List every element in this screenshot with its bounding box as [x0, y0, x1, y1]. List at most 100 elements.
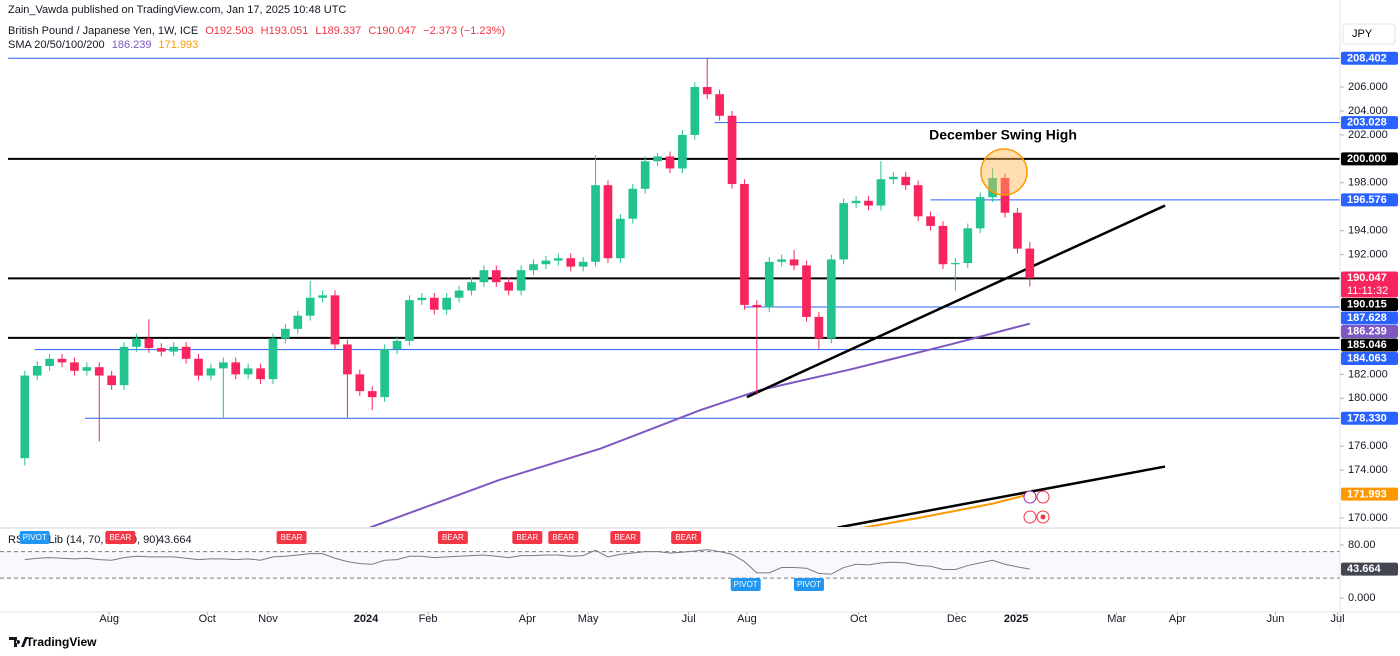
event-icon[interactable] [1023, 490, 1037, 504]
symbol-line: British Pound / Japanese Yen, 1W, ICE O1… [8, 25, 509, 37]
candle-body [231, 362, 241, 375]
candle-body [405, 300, 414, 341]
candle-body [429, 297, 439, 310]
y-tick-label: 194.000 [1348, 225, 1388, 237]
candle-body [45, 358, 54, 366]
price-tag-label: 208.402 [1347, 52, 1387, 64]
tv-logo [9, 637, 28, 647]
ohlc-close: C190.047 [368, 25, 417, 37]
y-tick-label: 192.000 [1348, 249, 1388, 261]
sma-value: 186.239 [111, 39, 152, 51]
event-icon[interactable] [1023, 510, 1037, 524]
candle-body [616, 218, 625, 259]
currency-label: JPY [1352, 28, 1373, 40]
candle-body [417, 297, 427, 301]
signal-marker-label: BEAR [109, 533, 131, 542]
candle-body [752, 304, 762, 308]
candle-body [82, 367, 92, 371]
price-tag [1341, 411, 1398, 425]
price-tag [1341, 352, 1398, 366]
candle-body [504, 282, 514, 291]
footer-brand: TradingView [26, 635, 97, 649]
price-tag [1341, 152, 1398, 166]
signal-marker-label: BEAR [675, 533, 697, 542]
rsi-tick-label: 0.000 [1348, 592, 1376, 604]
rsi-tick-label: 80.00 [1348, 539, 1376, 551]
candle-body [355, 374, 365, 392]
candle-body [653, 156, 662, 162]
signal-marker [19, 531, 50, 544]
line-series [24, 549, 1030, 575]
sma-value: 171.993 [158, 39, 199, 51]
candle-body [156, 348, 166, 352]
price-tag [1341, 271, 1398, 298]
x-tick-label: Aug [737, 613, 757, 625]
candle-body [715, 94, 724, 116]
candle-body [678, 134, 687, 169]
y-tick-label: 202.000 [1348, 129, 1388, 141]
indicator-line: SMA 20/50/100/200 186.239 171.993 [8, 39, 202, 51]
candle-body [988, 178, 997, 198]
candle-body [169, 346, 179, 352]
rsi-title-value: 43.664 [158, 534, 192, 546]
signal-marker-label: BEAR [552, 533, 574, 542]
candle-body [392, 340, 402, 350]
price-tag [1341, 311, 1398, 325]
x-tick-label: May [578, 613, 599, 625]
candle-body [591, 185, 600, 262]
ohlc-change: −2.373 (−1.23%) [423, 25, 506, 37]
x-tick-label: Oct [850, 613, 867, 625]
candle-body [975, 197, 985, 229]
x-tick-label: Mar [1107, 613, 1126, 625]
y-tick-label: 170.000 [1348, 512, 1388, 524]
candle-body [864, 200, 873, 206]
candle-body [951, 263, 960, 265]
candle-body [119, 346, 129, 386]
price-tag [1341, 325, 1398, 339]
candle-body [764, 261, 774, 308]
candle-body [690, 87, 700, 135]
candle-body [963, 228, 973, 264]
candle-body [367, 391, 377, 398]
candle-body [194, 358, 203, 376]
price-tag [1341, 51, 1398, 65]
candle-body [32, 365, 42, 376]
candle-body [628, 188, 638, 219]
candle-body [876, 179, 886, 206]
y-tick-label: 204.000 [1348, 105, 1388, 117]
candle-body [851, 200, 861, 204]
signal-marker [610, 531, 641, 544]
x-tick-label: Feb [419, 613, 438, 625]
signal-marker-label: BEAR [614, 533, 636, 542]
candle-body [491, 270, 501, 283]
symbol: British Pound / Japanese Yen, 1W, ICE [8, 25, 199, 37]
y-tick-label: 174.000 [1348, 464, 1388, 476]
price-tag-label: 200.000 [1347, 153, 1387, 165]
candle-body [132, 338, 141, 347]
candle-body [740, 184, 749, 305]
candle-body [553, 258, 563, 261]
price-tag-label: 184.063 [1347, 353, 1387, 365]
ohlc-low: L189.337 [315, 25, 362, 37]
y-tick-label: 206.000 [1348, 81, 1388, 93]
candle-body [268, 338, 278, 380]
x-tick-label: Aug [99, 613, 119, 625]
price-tag [1341, 338, 1398, 352]
y-tick-label: 180.000 [1348, 392, 1388, 404]
candle-body [454, 290, 464, 298]
currency-button[interactable] [1342, 23, 1396, 45]
indicator-name: SMA 20/50/100/200 [8, 39, 105, 51]
candle-body [702, 87, 712, 95]
candle-body [777, 259, 787, 262]
line-series [369, 322, 1031, 527]
candle-body [181, 346, 191, 359]
price-tag [1341, 116, 1398, 130]
x-tick-label: 2024 [354, 613, 379, 625]
event-icon[interactable] [1036, 490, 1050, 504]
candle-body [343, 344, 352, 375]
rsi-value-tag [1341, 562, 1398, 576]
x-tick-label: Jul [1330, 613, 1344, 625]
price-tag-label: 185.046 [1347, 339, 1387, 351]
signal-marker-label: PIVOT [734, 580, 758, 589]
